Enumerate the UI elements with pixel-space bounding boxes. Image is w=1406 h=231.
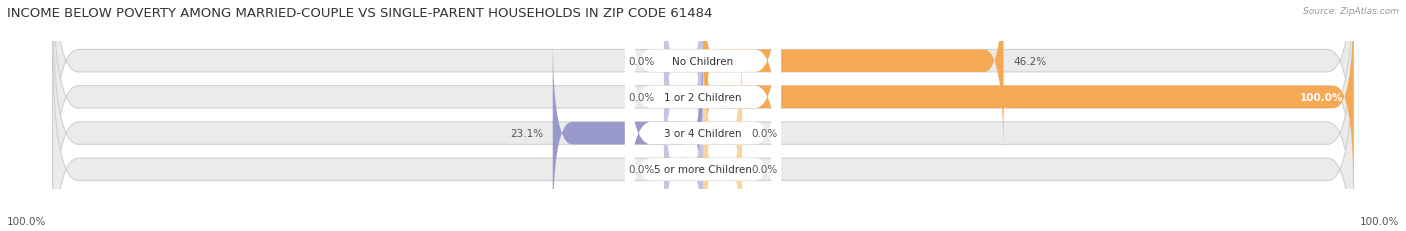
Text: 100.0%: 100.0% <box>1301 92 1344 103</box>
FancyBboxPatch shape <box>52 0 1354 195</box>
Text: INCOME BELOW POVERTY AMONG MARRIED-COUPLE VS SINGLE-PARENT HOUSEHOLDS IN ZIP COD: INCOME BELOW POVERTY AMONG MARRIED-COUPL… <box>7 7 713 20</box>
FancyBboxPatch shape <box>664 0 703 195</box>
Text: 5 or more Children: 5 or more Children <box>654 165 752 175</box>
FancyBboxPatch shape <box>52 0 1354 231</box>
FancyBboxPatch shape <box>624 36 782 231</box>
FancyBboxPatch shape <box>624 0 782 231</box>
Text: 0.0%: 0.0% <box>752 128 778 139</box>
FancyBboxPatch shape <box>703 0 1354 195</box>
FancyBboxPatch shape <box>664 0 703 158</box>
Text: 100.0%: 100.0% <box>7 216 46 226</box>
FancyBboxPatch shape <box>624 0 782 195</box>
FancyBboxPatch shape <box>664 73 703 231</box>
Text: 1 or 2 Children: 1 or 2 Children <box>664 92 742 103</box>
Text: Source: ZipAtlas.com: Source: ZipAtlas.com <box>1303 7 1399 16</box>
Text: No Children: No Children <box>672 56 734 66</box>
FancyBboxPatch shape <box>703 36 742 231</box>
FancyBboxPatch shape <box>703 73 742 231</box>
Text: 100.0%: 100.0% <box>1360 216 1399 226</box>
Text: 3 or 4 Children: 3 or 4 Children <box>664 128 742 139</box>
Text: 0.0%: 0.0% <box>752 165 778 175</box>
Text: 46.2%: 46.2% <box>1014 56 1046 66</box>
Text: 0.0%: 0.0% <box>628 92 654 103</box>
FancyBboxPatch shape <box>703 0 1004 158</box>
FancyBboxPatch shape <box>52 36 1354 231</box>
Text: 0.0%: 0.0% <box>628 56 654 66</box>
FancyBboxPatch shape <box>553 36 703 231</box>
FancyBboxPatch shape <box>52 0 1354 231</box>
Text: 0.0%: 0.0% <box>628 165 654 175</box>
Text: 23.1%: 23.1% <box>510 128 543 139</box>
FancyBboxPatch shape <box>624 0 782 231</box>
